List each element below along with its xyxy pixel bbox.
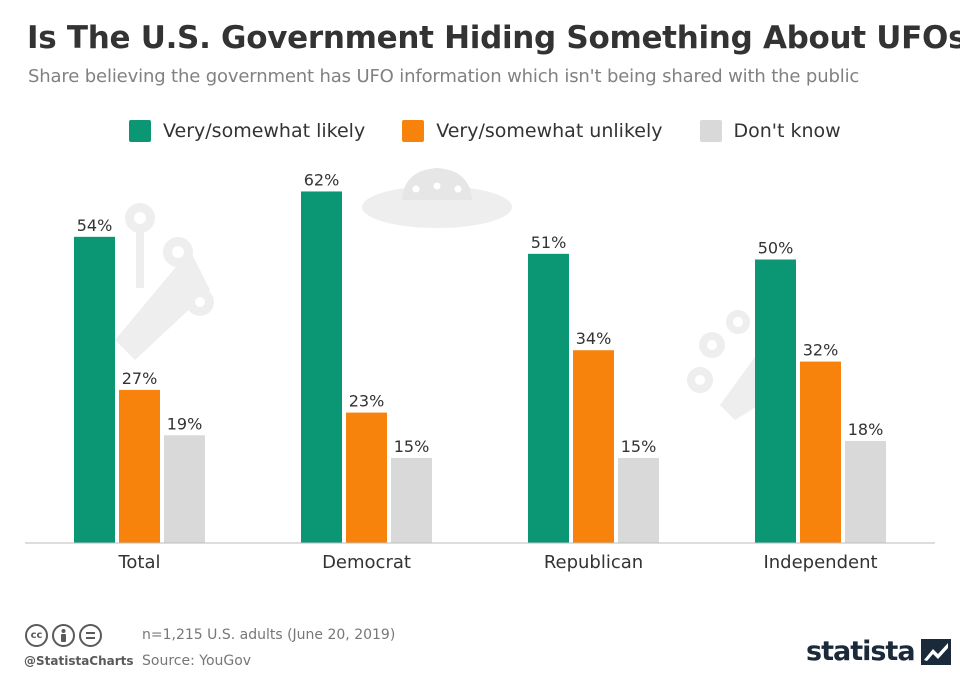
- data-label: 51%: [531, 233, 567, 252]
- data-label: 15%: [621, 437, 657, 456]
- legend: Very/somewhat likely Very/somewhat unlik…: [129, 116, 878, 146]
- survey-note: n=1,215 U.S. adults (June 20, 2019): [142, 627, 396, 643]
- legend-item-dont-know: Don't know: [699, 120, 841, 142]
- category-labels: Total Democrat Republican Independent: [117, 552, 877, 573]
- category-label: Democrat: [322, 552, 411, 573]
- bar-unlikely: [346, 412, 387, 543]
- ufo-decoration: [115, 168, 775, 420]
- chart-title: Is The U.S. Government Hiding Something …: [27, 20, 960, 56]
- bar-likely: [528, 253, 569, 543]
- cc-icon[interactable]: cc: [25, 624, 48, 647]
- bar-dont-know: [618, 457, 659, 543]
- satellite-icon: [115, 203, 214, 360]
- legend-label-likely: Very/somewhat likely: [163, 120, 366, 142]
- license-icons: cc: [25, 624, 102, 647]
- data-label: 19%: [167, 414, 203, 433]
- legend-item-unlikely: Very/somewhat unlikely: [402, 120, 663, 142]
- bars-layer: 54% 27% 19% 62% 23% 15% 51% 34% 15% 50% 32% 18%: [74, 170, 886, 543]
- bar-chart: 54% 27% 19% 62% 23% 15% 51% 34% 15% 50% 32% 18% Tot…: [25, 168, 935, 573]
- no-derivatives-icon[interactable]: [79, 624, 102, 647]
- bar-likely: [301, 191, 342, 543]
- legend-swatch-dont-know: [699, 120, 722, 142]
- data-label: 62%: [304, 170, 340, 189]
- bar-unlikely: [119, 389, 160, 543]
- legend-item-likely: Very/somewhat likely: [129, 120, 365, 142]
- legend-label-dont-know: Don't know: [733, 120, 841, 142]
- category-label: Independent: [763, 552, 877, 573]
- legend-swatch-unlikely: [402, 120, 425, 142]
- flying-saucer-icon: [362, 168, 512, 228]
- bar-likely: [755, 259, 796, 543]
- statista-logo[interactable]: statista: [806, 636, 951, 667]
- brand-name: statista: [806, 636, 916, 667]
- data-label: 32%: [803, 341, 839, 360]
- category-label: Total: [117, 552, 160, 573]
- data-label: 23%: [349, 392, 385, 411]
- bar-dont-know: [391, 457, 432, 543]
- source-note: Source: YouGov: [142, 653, 252, 669]
- chart-subtitle: Share believing the government has UFO i…: [28, 66, 860, 87]
- legend-swatch-likely: [129, 120, 151, 142]
- bar-unlikely: [573, 350, 614, 543]
- category-label: Republican: [544, 552, 643, 573]
- data-label: 34%: [576, 329, 612, 348]
- data-label: 18%: [848, 420, 884, 439]
- twitter-handle[interactable]: @StatistaCharts: [24, 654, 134, 668]
- bar-dont-know: [164, 435, 205, 543]
- data-label: 54%: [77, 216, 113, 235]
- data-label: 27%: [122, 369, 158, 388]
- legend-label-unlikely: Very/somewhat unlikely: [436, 120, 663, 142]
- statista-logo-icon: [920, 638, 951, 665]
- bar-dont-know: [845, 440, 886, 543]
- attribution-icon[interactable]: [52, 624, 75, 647]
- data-label: 50%: [758, 239, 794, 258]
- data-label: 15%: [394, 437, 430, 456]
- bar-likely: [74, 236, 115, 543]
- bar-unlikely: [800, 361, 841, 543]
